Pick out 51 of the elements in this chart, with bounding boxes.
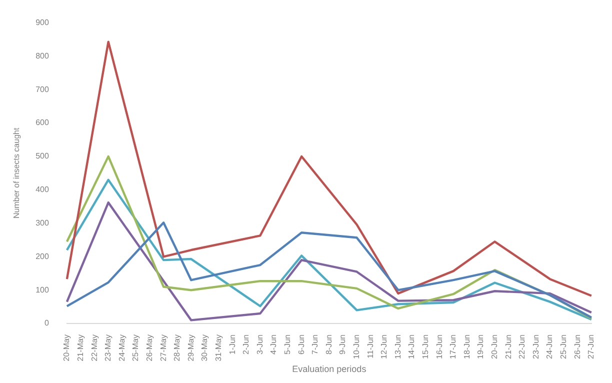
x-tick-label: 21-Jun bbox=[504, 334, 513, 359]
y-tick-label: 100 bbox=[36, 285, 50, 294]
y-tick-label: 800 bbox=[36, 51, 50, 60]
x-tick-label: 29-May bbox=[186, 334, 196, 362]
y-tick-label: 700 bbox=[36, 84, 50, 94]
y-tick-label: 0 bbox=[44, 318, 50, 328]
x-tick-label: 8-Jun bbox=[324, 334, 334, 355]
y-tick-label: 500 bbox=[36, 152, 50, 161]
x-tick-label: 4-Jun bbox=[269, 334, 278, 355]
x-tick-label: 23-Jun bbox=[531, 334, 540, 359]
x-tick-label: 14-Jun bbox=[407, 334, 416, 359]
y-tick-label: 300 bbox=[36, 218, 50, 228]
y-tick-label: 400 bbox=[36, 185, 50, 194]
x-tick-label: 5-Jun bbox=[282, 334, 292, 355]
x-tick-label: 16-Jun bbox=[434, 334, 444, 359]
x-tick-label: 2-Jun bbox=[242, 334, 251, 355]
x-tick-label: 23-May bbox=[104, 334, 113, 362]
x-tick-label: 18-Jun bbox=[462, 334, 472, 359]
x-axis-title: Evaluation periods bbox=[292, 364, 367, 374]
x-tick-label: 12-Jun bbox=[380, 334, 389, 359]
x-tick-label: 11-Jun bbox=[366, 334, 375, 358]
x-tick-label: 1-Jun bbox=[228, 334, 237, 355]
x-tick-label: 25-May bbox=[131, 334, 140, 362]
y-axis-title: Number of insects caught bbox=[12, 127, 22, 219]
x-tick-label: 22-May bbox=[90, 334, 99, 362]
x-tick-label: 30-May bbox=[200, 334, 210, 362]
x-tick-label: 22-Jun bbox=[518, 334, 527, 359]
x-tick-label: 28-May bbox=[172, 334, 182, 362]
x-tick-label: 26-May bbox=[144, 334, 154, 362]
y-tick-label: 900 bbox=[36, 18, 50, 28]
x-tick-label: 20-May bbox=[62, 334, 72, 362]
x-tick-label: 3-Jun bbox=[255, 334, 264, 355]
x-tick-label: 21-May bbox=[76, 334, 85, 362]
y-tick-label: 200 bbox=[36, 252, 50, 261]
x-tick-label: 6-Jun bbox=[296, 334, 306, 355]
x-tick-label: 27-Jun bbox=[586, 334, 596, 359]
x-tick-label: 10-Jun bbox=[352, 334, 361, 359]
x-tick-label: 25-Jun bbox=[559, 334, 568, 359]
x-tick-label: 27-May bbox=[158, 334, 168, 362]
x-tick-label: 17-Jun bbox=[448, 334, 458, 359]
y-tick-label: 600 bbox=[36, 118, 50, 128]
x-tick-label: 7-Jun bbox=[310, 334, 320, 355]
x-tick-label: 20-Jun bbox=[490, 334, 499, 359]
x-tick-label: 24-Jun bbox=[545, 334, 554, 359]
x-tick-label: 31-May bbox=[214, 334, 223, 362]
x-tick-label: 24-May bbox=[117, 334, 126, 362]
x-tick-label: 19-Jun bbox=[476, 334, 486, 359]
x-tick-label: 9-Jun bbox=[338, 334, 348, 355]
x-tick-label: 13-Jun bbox=[393, 334, 402, 359]
x-tick-label: 26-Jun bbox=[572, 334, 582, 359]
x-tick-label: 15-Jun bbox=[420, 334, 430, 359]
